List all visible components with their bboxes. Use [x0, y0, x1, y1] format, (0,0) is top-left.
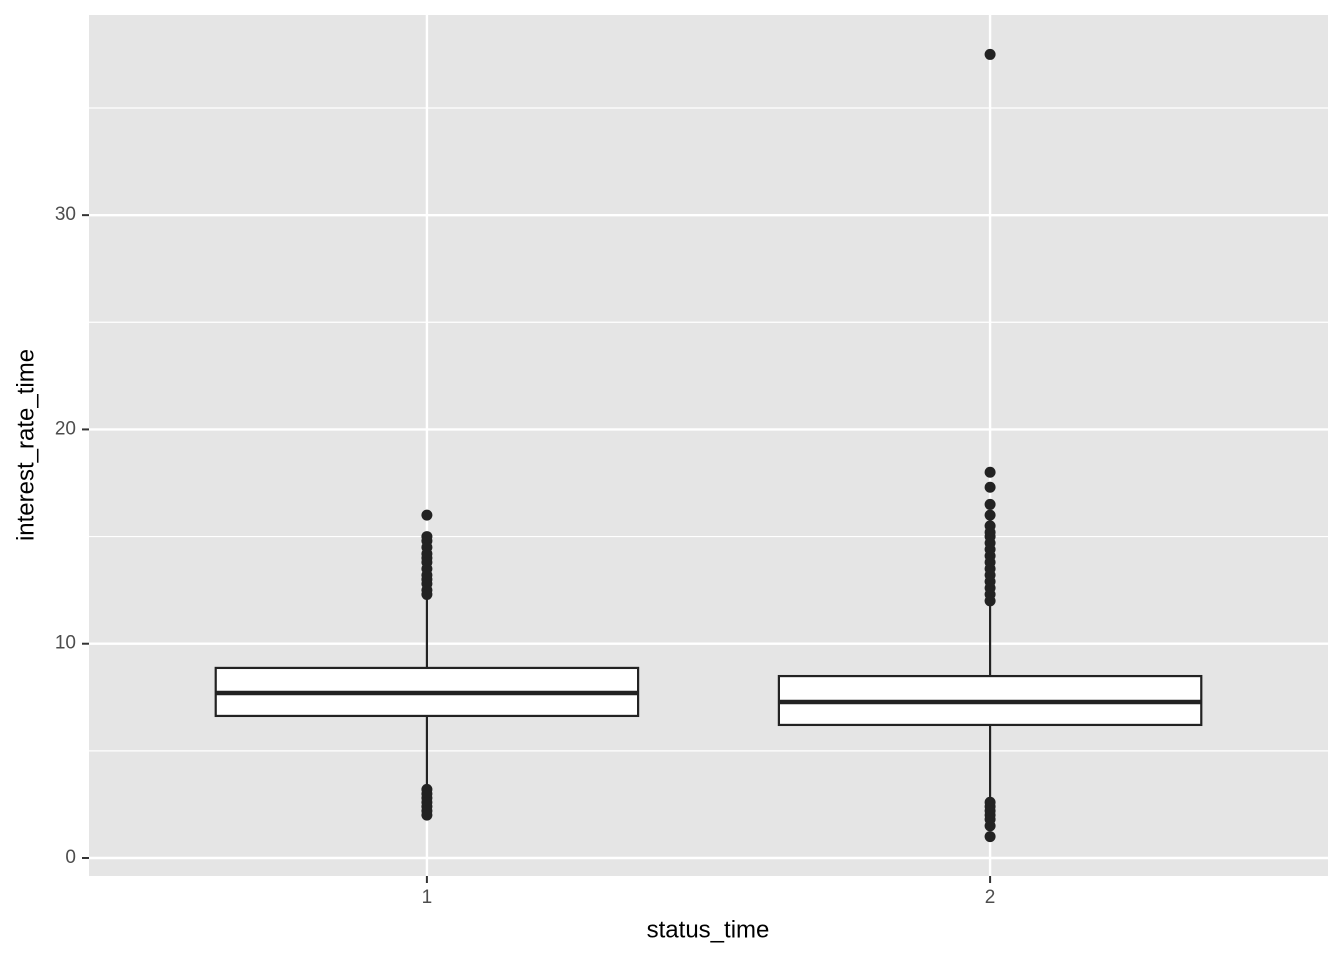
- outlier: [984, 466, 996, 478]
- y-tick-label: 30: [55, 204, 76, 225]
- outlier: [984, 498, 996, 510]
- x-axis-title: status_time: [647, 916, 770, 943]
- y-axis-title: interest_rate_time: [12, 349, 39, 541]
- outlier: [421, 588, 433, 600]
- y-tick-label: 20: [55, 418, 76, 439]
- outlier: [984, 509, 996, 521]
- x-tick-label: 2: [985, 887, 996, 908]
- outlier: [421, 809, 433, 821]
- panel: [89, 15, 1328, 876]
- y-tick-label: 10: [55, 633, 76, 654]
- outlier: [984, 48, 996, 60]
- y-tick-label: 0: [65, 847, 76, 868]
- outlier: [984, 831, 996, 843]
- x-tick-label: 1: [422, 887, 433, 908]
- outlier: [984, 595, 996, 607]
- outlier: [984, 820, 996, 832]
- outlier: [984, 481, 996, 493]
- outlier: [421, 509, 433, 521]
